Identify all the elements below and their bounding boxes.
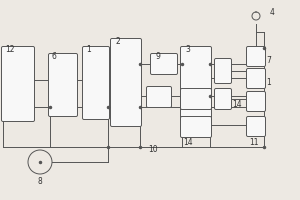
FancyBboxPatch shape [151,53,178,74]
Text: 11: 11 [249,138,259,147]
Text: 1: 1 [86,45,91,54]
FancyBboxPatch shape [247,46,266,66]
FancyBboxPatch shape [247,92,266,112]
FancyBboxPatch shape [2,46,34,121]
FancyBboxPatch shape [110,38,142,127]
Text: 8: 8 [38,177,42,186]
FancyBboxPatch shape [49,53,77,116]
FancyBboxPatch shape [82,46,109,119]
Text: 1: 1 [266,78,271,87]
FancyBboxPatch shape [146,86,172,108]
Text: 14: 14 [232,100,242,109]
Text: 6: 6 [52,52,57,61]
FancyBboxPatch shape [214,88,232,110]
Text: 14: 14 [183,138,193,147]
FancyBboxPatch shape [214,58,232,84]
FancyBboxPatch shape [181,88,212,110]
Text: 10: 10 [148,145,158,154]
Text: 7: 7 [266,56,271,65]
FancyBboxPatch shape [247,68,266,88]
Text: 4: 4 [270,8,275,17]
Text: 2: 2 [116,37,121,46]
Text: 12: 12 [5,45,14,54]
Text: 9: 9 [155,52,160,61]
FancyBboxPatch shape [181,116,212,138]
FancyBboxPatch shape [181,46,212,121]
Text: 3: 3 [185,45,190,54]
FancyBboxPatch shape [247,116,266,136]
